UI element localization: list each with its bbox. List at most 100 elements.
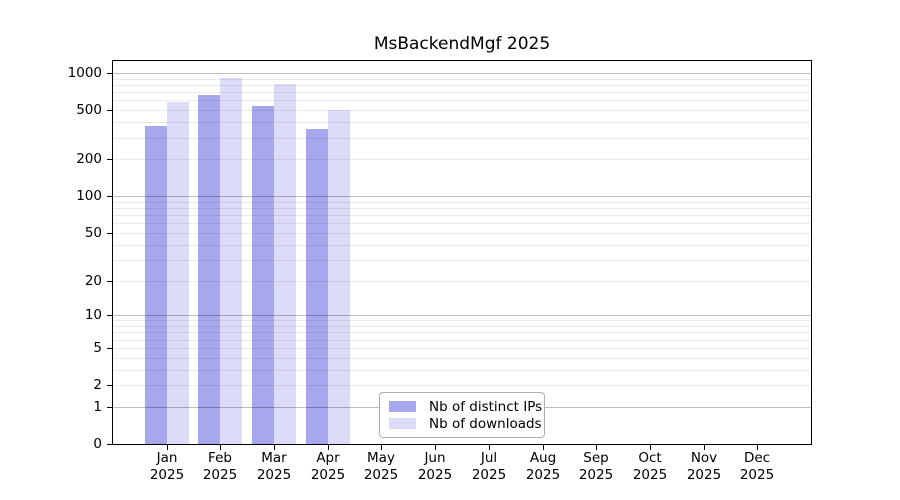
y-tick-100 bbox=[107, 196, 112, 197]
x-tick-label-jan: Jan 2025 bbox=[135, 450, 199, 484]
gridline-minor-5 bbox=[113, 348, 811, 349]
gridline-minor-4 bbox=[113, 358, 811, 359]
x-tick-month-aug: Aug bbox=[529, 450, 557, 466]
y-tick-10 bbox=[107, 315, 112, 316]
y-tick-label-1: 1 bbox=[93, 399, 102, 415]
bar-nb-of-distinct-ips-apr bbox=[305, 128, 328, 444]
y-tick-5 bbox=[107, 348, 112, 349]
gridline-major-100 bbox=[113, 196, 811, 197]
legend-row-distinct-ips: Nb of distinct IPs bbox=[389, 399, 542, 415]
legend-label-nb-of-downloads: Nb of downloads bbox=[429, 415, 542, 432]
x-tick-label-apr: Apr 2025 bbox=[296, 450, 360, 484]
gridline-minor-20 bbox=[113, 281, 811, 282]
gridline-minor-80 bbox=[113, 208, 811, 209]
gridline-minor-900 bbox=[113, 79, 811, 80]
legend-row-downloads: Nb of downloads bbox=[389, 416, 542, 432]
x-tick-year-jul: 2025 bbox=[471, 467, 507, 483]
x-tick-month-sep: Sep bbox=[583, 450, 609, 466]
chart-title: MsBackendMgf 2025 bbox=[373, 34, 551, 54]
y-tick-label-2: 2 bbox=[93, 377, 102, 393]
x-tick-apr bbox=[328, 445, 329, 450]
bar-nb-of-downloads-feb bbox=[220, 78, 243, 444]
gridline-minor-2 bbox=[113, 385, 811, 386]
y-tick-200 bbox=[107, 159, 112, 160]
x-tick-label-dec: Dec 2025 bbox=[725, 450, 789, 484]
y-tick-1 bbox=[107, 407, 112, 408]
gridline-minor-200 bbox=[113, 159, 811, 160]
legend-swatch-nb-of-distinct-ips bbox=[389, 401, 416, 412]
legend-swatch-nb-of-downloads bbox=[389, 418, 416, 429]
x-tick-month-jun: Jun bbox=[424, 450, 446, 466]
x-tick-year-jan: 2025 bbox=[149, 467, 185, 483]
gridline-minor-7 bbox=[113, 332, 811, 333]
gridline-minor-70 bbox=[113, 215, 811, 216]
y-tick-label-10: 10 bbox=[84, 307, 102, 323]
y-tick-label-100: 100 bbox=[76, 188, 102, 204]
x-tick-nov bbox=[704, 445, 705, 450]
gridline-major-1000 bbox=[113, 73, 811, 74]
gridline-major-10 bbox=[113, 315, 811, 316]
y-tick-label-0: 0 bbox=[93, 436, 102, 452]
y-tick-label-500: 500 bbox=[76, 102, 102, 118]
y-tick-label-50: 50 bbox=[84, 225, 102, 241]
x-tick-label-jun: Jun 2025 bbox=[403, 450, 467, 484]
x-tick-label-nov: Nov 2025 bbox=[672, 450, 736, 484]
gridline-minor-90 bbox=[113, 202, 811, 203]
x-tick-jul bbox=[489, 445, 490, 450]
x-tick-label-aug: Aug 2025 bbox=[511, 450, 575, 484]
gridline-minor-60 bbox=[113, 223, 811, 224]
x-tick-year-oct: 2025 bbox=[632, 467, 668, 483]
gridline-minor-700 bbox=[113, 92, 811, 93]
y-tick-2 bbox=[107, 385, 112, 386]
x-tick-mar bbox=[274, 445, 275, 450]
gridline-minor-300 bbox=[113, 138, 811, 139]
gridline-minor-500 bbox=[113, 110, 811, 111]
x-tick-label-oct: Oct 2025 bbox=[618, 450, 682, 484]
y-tick-label-20: 20 bbox=[84, 273, 102, 289]
bar-nb-of-distinct-ips-feb bbox=[198, 94, 221, 444]
x-tick-label-jul: Jul 2025 bbox=[457, 450, 521, 484]
gridline-minor-3 bbox=[113, 370, 811, 371]
bar-nb-of-downloads-mar bbox=[274, 83, 297, 444]
gridline-minor-400 bbox=[113, 122, 811, 123]
y-tick-1000 bbox=[107, 73, 112, 74]
x-tick-year-dec: 2025 bbox=[739, 467, 775, 483]
x-tick-year-aug: 2025 bbox=[525, 467, 561, 483]
y-tick-label-1000: 1000 bbox=[67, 65, 102, 81]
x-tick-label-mar: Mar 2025 bbox=[242, 450, 306, 484]
y-tick-500 bbox=[107, 110, 112, 111]
y-tick-label-5: 5 bbox=[93, 340, 102, 356]
x-tick-label-feb: Feb 2025 bbox=[188, 450, 252, 484]
x-tick-jan bbox=[167, 445, 168, 450]
x-tick-may bbox=[381, 445, 382, 450]
gridline-minor-8 bbox=[113, 326, 811, 327]
gridline-minor-800 bbox=[113, 85, 811, 86]
gridlines-layer bbox=[113, 61, 811, 444]
gridline-minor-6 bbox=[113, 340, 811, 341]
x-tick-year-apr: 2025 bbox=[310, 467, 346, 483]
y-tick-50 bbox=[107, 233, 112, 234]
x-tick-month-mar: Mar bbox=[261, 450, 287, 466]
legend-label-nb-of-distinct-ips: Nb of distinct IPs bbox=[429, 398, 543, 415]
bar-nb-of-distinct-ips-jan bbox=[144, 125, 167, 444]
gridline-minor-600 bbox=[113, 100, 811, 101]
x-tick-oct bbox=[650, 445, 651, 450]
bar-nb-of-downloads-apr bbox=[327, 109, 350, 444]
x-tick-feb bbox=[220, 445, 221, 450]
x-tick-month-nov: Nov bbox=[690, 450, 718, 466]
y-tick-label-200: 200 bbox=[76, 151, 102, 167]
legend: Nb of distinct IPs Nb of downloads bbox=[379, 392, 545, 438]
gridline-minor-30 bbox=[113, 260, 811, 261]
x-tick-year-sep: 2025 bbox=[578, 467, 614, 483]
x-tick-month-apr: Apr bbox=[316, 450, 340, 466]
gridline-minor-40 bbox=[113, 245, 811, 246]
x-tick-label-sep: Sep 2025 bbox=[564, 450, 628, 484]
gridline-minor-50 bbox=[113, 233, 811, 234]
x-tick-year-feb: 2025 bbox=[202, 467, 238, 483]
x-tick-month-may: May bbox=[367, 450, 395, 466]
x-tick-aug bbox=[543, 445, 544, 450]
y-tick-20 bbox=[107, 281, 112, 282]
x-tick-month-dec: Dec bbox=[743, 450, 771, 466]
gridline-minor-9 bbox=[113, 320, 811, 321]
